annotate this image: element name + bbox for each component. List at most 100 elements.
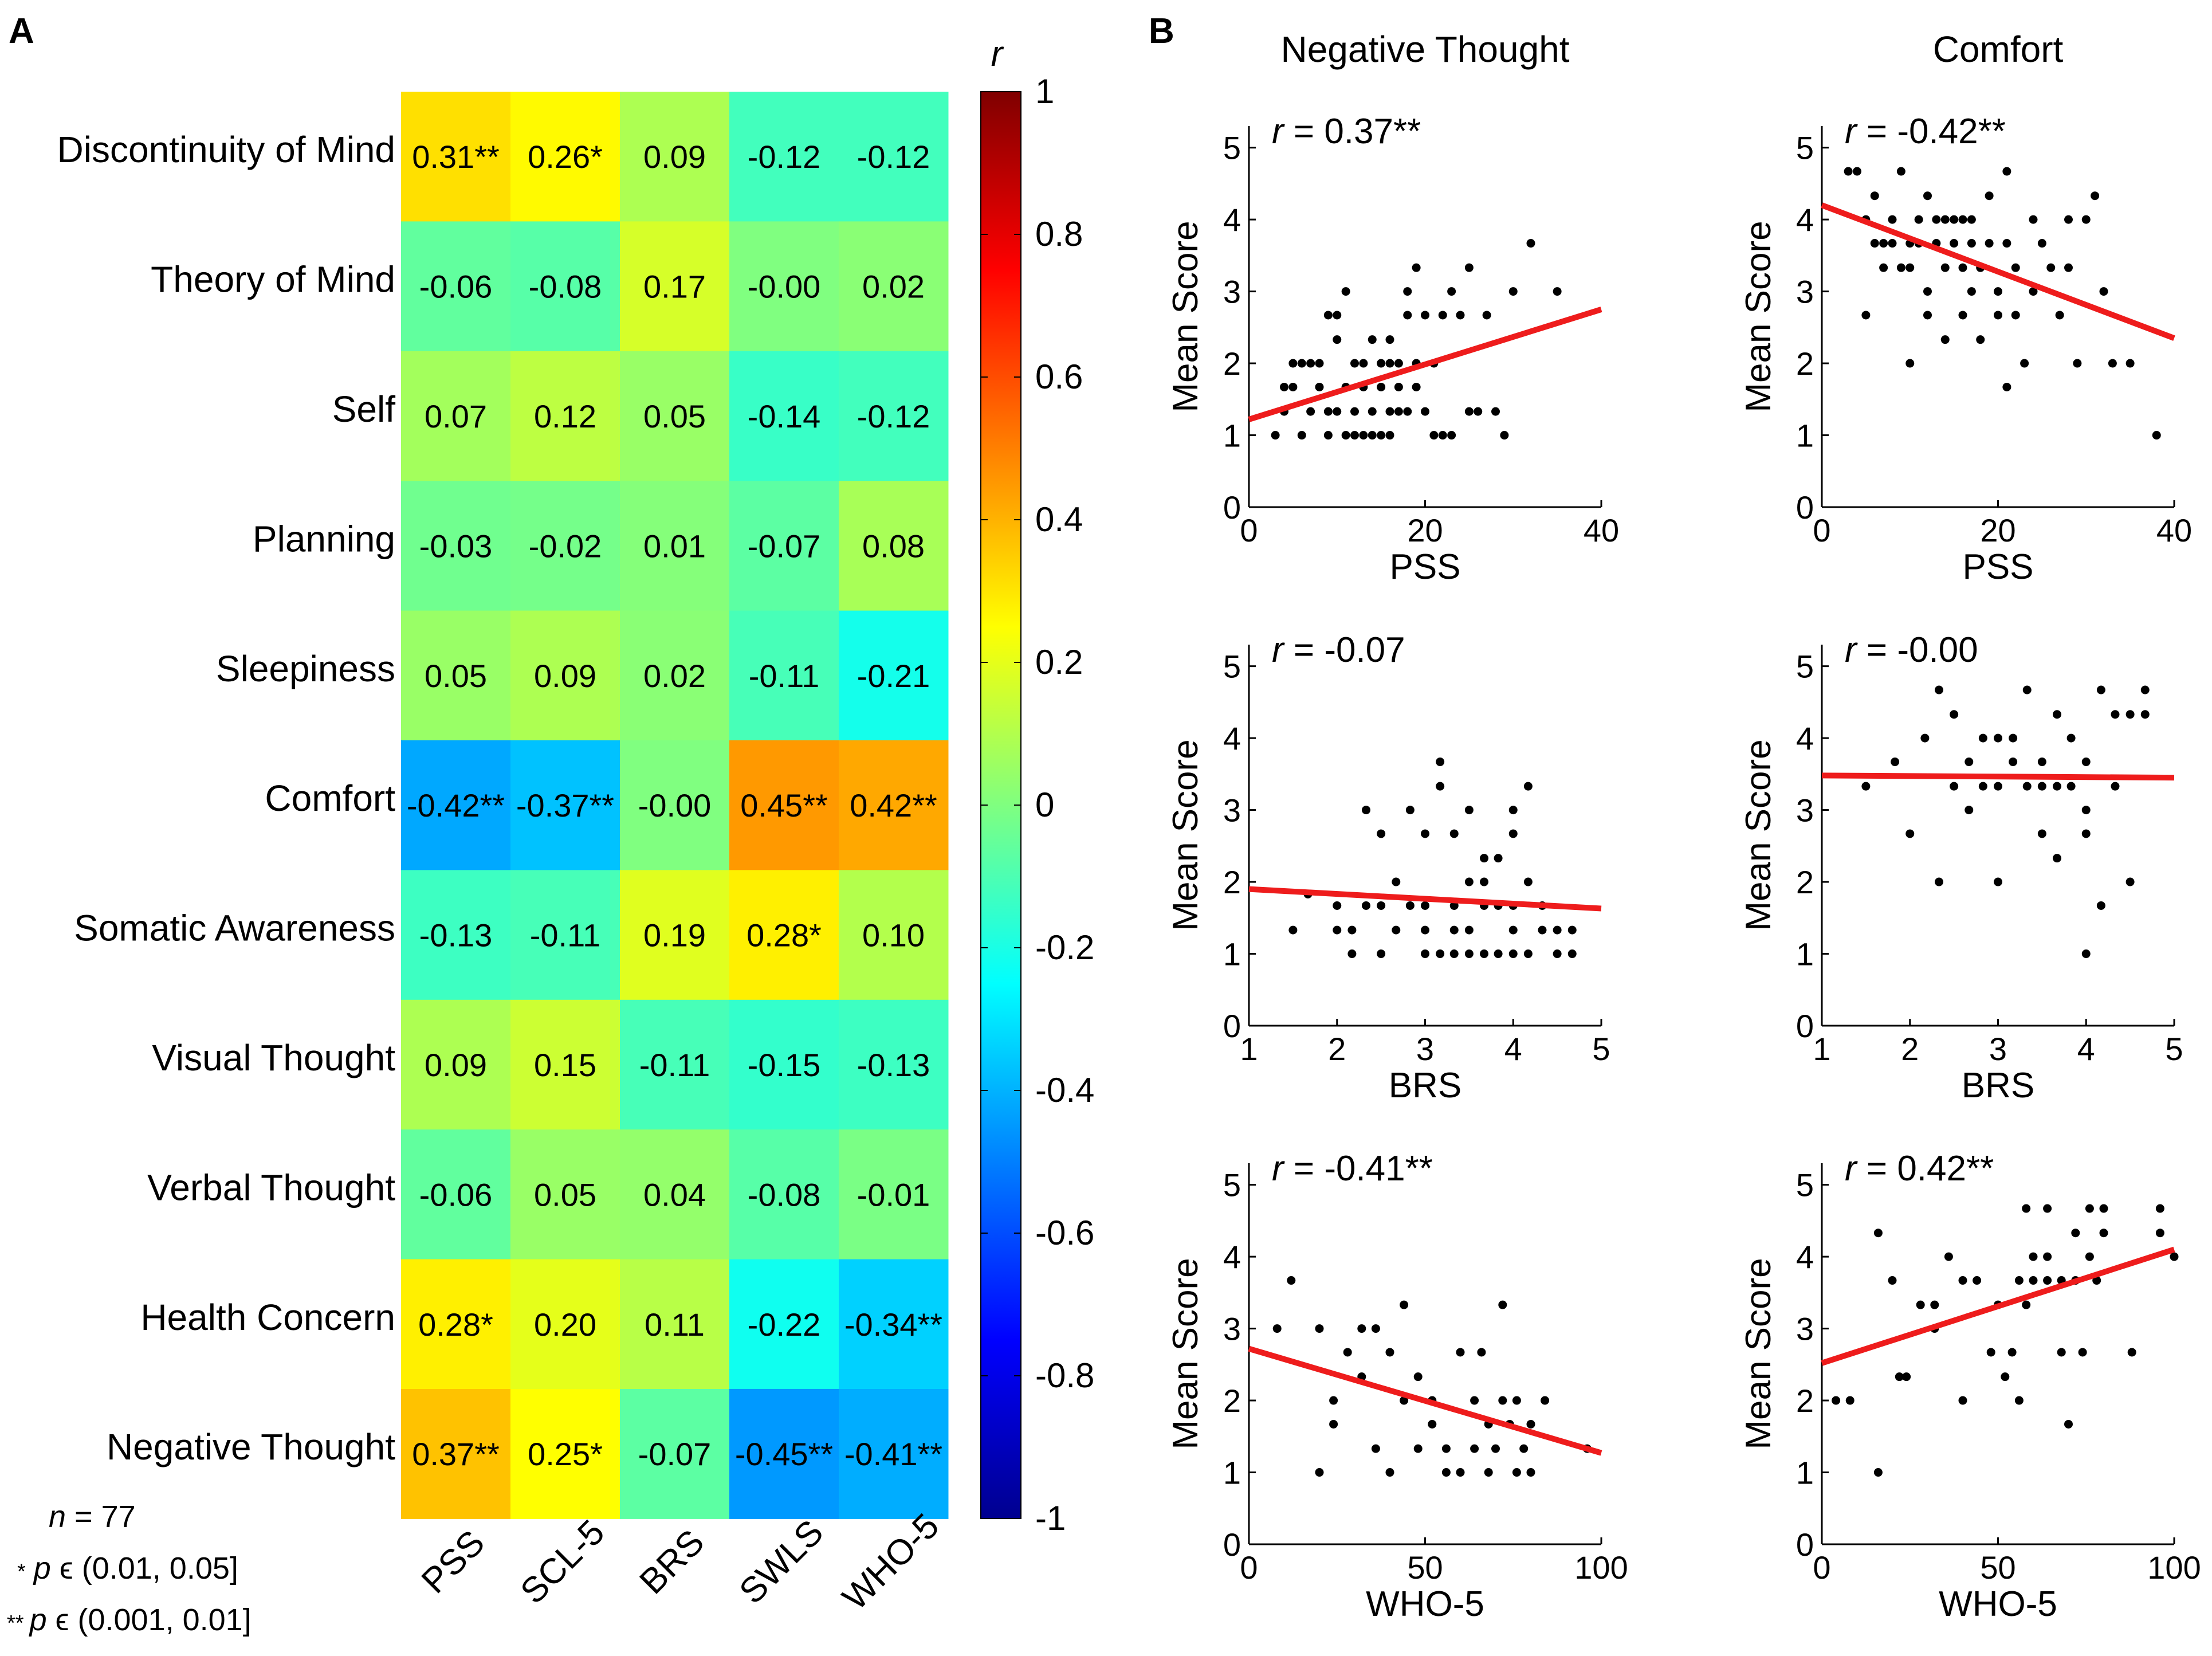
scatter-point	[1350, 431, 1359, 440]
r-value: = 0.42**	[1857, 1149, 1994, 1188]
scatter-point	[1403, 407, 1412, 416]
y-tick-label: 2	[1796, 1383, 1814, 1419]
two-star-symbol: **	[7, 1611, 24, 1635]
scatter-point	[2140, 710, 2150, 719]
scatter-point	[1967, 215, 1976, 224]
heatmap-cell-label: -0.14	[748, 398, 821, 434]
scatter-point	[1441, 1468, 1451, 1477]
heatmap-cell-label: 0.11	[645, 1306, 705, 1343]
scatter-point	[1271, 431, 1280, 440]
scatter-point	[1994, 733, 2002, 743]
heatmap-cell-label: -0.00	[748, 269, 821, 305]
scatter-point	[1888, 239, 1897, 248]
scatter-point	[1323, 407, 1333, 416]
scatter-point	[1523, 877, 1533, 886]
heatmap-cell-label: -0.37**	[516, 787, 614, 823]
scatter-point	[2099, 1204, 2108, 1213]
y-tick-label: 4	[1223, 1239, 1241, 1275]
heatmap-cell	[729, 1389, 839, 1519]
scatter-point	[2029, 287, 2038, 296]
scatter-point	[1347, 949, 1357, 959]
scatter-point	[1508, 829, 1518, 838]
regression-line	[1248, 1345, 1602, 1456]
scatter-point	[1477, 1348, 1486, 1357]
one-star-p: p	[33, 1551, 51, 1586]
heatmap-cell	[839, 1389, 949, 1519]
y-tick-label: 5	[1796, 649, 1814, 685]
heatmap-cell	[839, 870, 949, 1000]
heatmap-cell-label: -0.07	[638, 1436, 712, 1472]
scatter-point	[1449, 949, 1459, 959]
heatmap-row-label: Sleepiness	[216, 648, 395, 689]
scatter-point	[1958, 1396, 1967, 1405]
n-label: n	[49, 1500, 66, 1534]
heatmap-cell	[620, 870, 730, 1000]
scatter-point	[1421, 901, 1429, 910]
scatter-point	[1985, 191, 1994, 201]
heatmap-cell-label: 0.08	[862, 528, 925, 564]
scatter-point	[2064, 1419, 2073, 1429]
heatmap-row-label: Self	[332, 389, 396, 430]
scatter-point	[1494, 949, 1503, 959]
scatter-point	[1456, 1348, 1465, 1357]
scatter-point	[1357, 1324, 1366, 1333]
scatter-point	[1421, 407, 1429, 416]
scatter-point	[2096, 901, 2105, 910]
regression-line	[1821, 202, 2175, 341]
scatter-point	[1526, 1419, 1535, 1429]
scatter-point	[2022, 1204, 2031, 1213]
x-tick-label: 2	[1901, 1031, 1919, 1067]
scatter-point	[1541, 1396, 1550, 1405]
scatter-point	[1482, 311, 1491, 320]
scatter-point	[2053, 782, 2062, 791]
y-tick-label: 1	[1223, 936, 1241, 972]
y-tick-label: 2	[1223, 864, 1241, 900]
scatter-point	[2071, 1229, 2080, 1238]
scatter-point	[2096, 685, 2105, 694]
scatter-point	[1428, 1419, 1437, 1429]
scatter-point	[1519, 1444, 1529, 1453]
scatter-point	[2140, 685, 2150, 694]
scatter-point	[1385, 1348, 1394, 1357]
heatmap-cell	[401, 999, 511, 1130]
heatmap-cell-label: -0.22	[748, 1306, 821, 1343]
y-tick-label: 4	[1796, 1239, 1814, 1275]
heatmap-cell	[729, 1129, 839, 1260]
scatter-point	[1870, 239, 1879, 248]
scatter-plot: Negative Thought 0 1 2 3 4 5 0 20 40 PSS Mean Score…	[1166, 29, 1619, 587]
scatter-point	[1923, 311, 1932, 320]
scatter-point	[2001, 1372, 2010, 1382]
heatmap-cell	[620, 1259, 730, 1390]
scatter-point	[2085, 1252, 2094, 1261]
heatmap-cell-label: -0.11	[530, 917, 600, 953]
heatmap-cell-label: -0.41**	[844, 1436, 942, 1472]
scatter-point	[2037, 782, 2046, 791]
heatmap-cell	[839, 740, 949, 870]
heatmap-cell-label: -0.11	[639, 1047, 710, 1083]
heatmap-cell-label: 0.04	[643, 1176, 706, 1212]
scatter-point	[2002, 167, 2011, 176]
scatter-point	[1377, 431, 1386, 440]
regression-line	[1821, 1246, 2175, 1366]
scatter-point	[1394, 407, 1403, 416]
scatter-point	[2029, 1276, 2038, 1285]
scatter-point	[2053, 854, 2062, 863]
scatter-point	[1436, 949, 1445, 959]
heatmap-cell	[401, 740, 511, 870]
heatmap-cell	[839, 481, 949, 611]
y-tick-label: 0	[1223, 1008, 1241, 1044]
scatter-point	[1870, 191, 1879, 201]
scatter-point	[1456, 311, 1465, 320]
scatter-point	[1967, 239, 1976, 248]
y-tick-label: 1	[1796, 936, 1814, 972]
r-symbol: r	[1845, 630, 1858, 670]
heatmap-cell-label: 0.25*	[528, 1436, 603, 1472]
scatter-point	[2125, 359, 2135, 368]
heatmap-cell-label: 0.37**	[412, 1436, 500, 1472]
scatter-point	[1394, 359, 1403, 368]
r-value: = -0.42**	[1857, 112, 2006, 151]
y-tick-label: 1	[1223, 418, 1241, 454]
x-axis-label: PSS	[1962, 547, 2033, 587]
scatter-point	[1341, 431, 1350, 440]
